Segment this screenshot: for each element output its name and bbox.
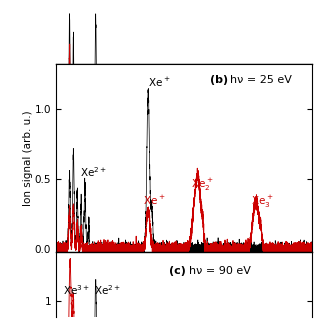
Text: hν = 90 eV: hν = 90 eV — [189, 266, 251, 276]
Text: (c): (c) — [169, 266, 186, 276]
Text: Xe$_3^+$: Xe$_3^+$ — [251, 194, 273, 210]
Text: Xe$^+$: Xe$^+$ — [148, 76, 171, 89]
Text: (b): (b) — [210, 75, 228, 85]
Text: Xe$^{2+}$: Xe$^{2+}$ — [80, 165, 107, 179]
Text: Xe$_2^+$: Xe$_2^+$ — [191, 177, 213, 193]
Text: Xe$^{3+}$: Xe$^{3+}$ — [63, 283, 90, 297]
Text: Xe$^{2+}$: Xe$^{2+}$ — [94, 283, 121, 297]
Text: Xe$^+$: Xe$^+$ — [143, 194, 165, 207]
Text: hν = 25 eV: hν = 25 eV — [230, 75, 292, 85]
Y-axis label: Ion signal (arb. u.): Ion signal (arb. u.) — [23, 110, 33, 206]
